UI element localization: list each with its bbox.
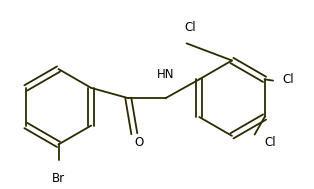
Text: Cl: Cl bbox=[264, 136, 276, 149]
Text: HN: HN bbox=[157, 68, 174, 81]
Text: Cl: Cl bbox=[184, 21, 196, 34]
Text: Br: Br bbox=[52, 172, 65, 185]
Text: O: O bbox=[135, 136, 144, 149]
Text: Cl: Cl bbox=[283, 73, 294, 86]
